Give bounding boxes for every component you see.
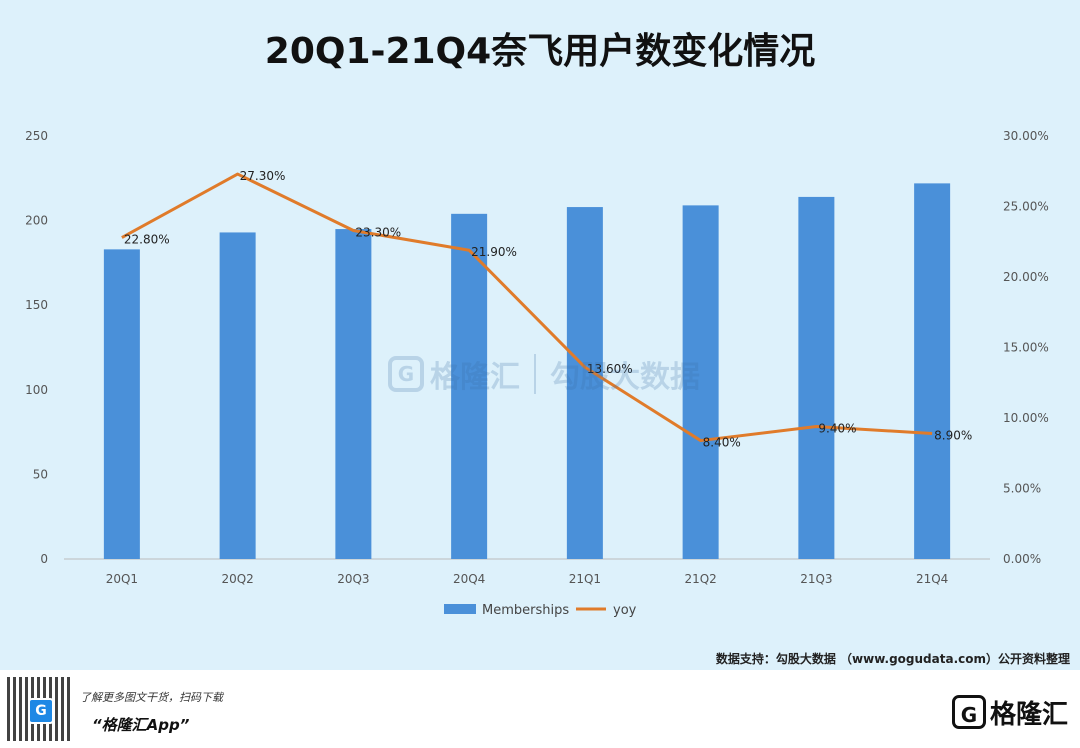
bar-20Q4 [451, 213, 488, 559]
left-axis-tick-label: 250 [25, 129, 48, 143]
legend: Memberships yoy [444, 603, 637, 618]
bar-21Q2 [682, 205, 719, 559]
right-axis-tick-label: 25.00% [1003, 200, 1049, 214]
yoy-data-label: 22.80% [124, 233, 170, 247]
x-axis-tick-label: 20Q3 [337, 572, 369, 586]
x-axis-tick-label: 20Q1 [106, 572, 138, 586]
right-axis-ticks: 0.00% 5.00% 10.00% 15.00% 20.00% 25.00% 30.00% [1003, 129, 1049, 566]
bar-20Q3 [335, 229, 372, 559]
yoy-data-label: 27.30% [240, 169, 286, 183]
watermark: G 格隆汇 勾股大数据 [388, 352, 700, 396]
right-axis-tick-label: 20.00% [1003, 270, 1049, 284]
yoy-data-label: 8.90% [934, 429, 972, 443]
yoy-data-label: 23.30% [355, 225, 401, 239]
left-axis-tick-label: 0 [40, 552, 48, 566]
bar-20Q1 [103, 249, 140, 559]
line-series-yoy [121, 172, 933, 443]
source-note: 数据支持：勾股大数据 （www.gogudata.com）公开资料整理 [715, 652, 1070, 666]
watermark-divider [534, 354, 536, 394]
line-data-labels: 22.80% 27.30% 23.30% 21.90% 13.60% 8.40% 9.40%… [124, 169, 972, 449]
x-axis-tick-label: 21Q4 [916, 572, 948, 586]
footer-logo: G 格隆汇 [951, 692, 1068, 732]
footer-bar: G 了解更多图文干货，扫码下载 “格隆汇App” G 格隆汇 [0, 670, 1080, 748]
footer-logo-icon: G [951, 695, 986, 729]
bar-21Q3 [798, 196, 835, 560]
yoy-data-label: 21.90% [471, 245, 517, 259]
right-axis-tick-label: 15.00% [1003, 341, 1049, 355]
yoy-data-label: 8.40% [703, 436, 741, 450]
left-axis-ticks: 0 50 100 150 200 250 [25, 129, 48, 566]
legend-label-yoy: yoy [613, 603, 637, 618]
x-axis-tick-label: 21Q1 [569, 572, 601, 586]
right-axis-tick-label: 10.00% [1003, 411, 1049, 425]
right-axis-tick-label: 0.00% [1003, 552, 1041, 566]
chart-canvas: 0 50 100 150 200 250 0.00% 5.00% 10.00% 15.00% 20… [25, 129, 1049, 618]
left-axis-tick-label: 50 [33, 467, 48, 481]
footer-logo-text: 格隆汇 [989, 699, 1068, 730]
qr-center-logo-icon: G [28, 698, 54, 724]
x-axis-tick-label: 20Q4 [453, 572, 485, 586]
watermark-brand: 格隆汇 [430, 360, 520, 395]
left-axis-tick-label: 200 [25, 214, 48, 228]
footer-promo-text: 了解更多图文干货，扫码下载 [80, 691, 223, 704]
yoy-data-label: 9.40% [818, 421, 856, 435]
x-axis-tick-label: 20Q2 [221, 572, 253, 586]
left-axis-tick-label: 150 [25, 298, 48, 312]
legend-label-memberships: Memberships [482, 603, 569, 618]
yoy-data-label: 13.60% [587, 362, 633, 376]
footer-app-name: “格隆汇App” [92, 716, 190, 734]
bar-21Q4 [914, 183, 951, 559]
x-axis-tick-label: 21Q2 [684, 572, 716, 586]
bar-21Q1 [566, 207, 603, 559]
bar-series-memberships [103, 183, 951, 560]
right-axis-tick-label: 30.00% [1003, 129, 1049, 143]
bar-20Q2 [219, 232, 256, 559]
left-axis-tick-label: 100 [25, 383, 48, 397]
legend-swatch-memberships [444, 604, 476, 614]
chart-title: 20Q1-21Q4奈飞用户数变化情况 [264, 31, 816, 72]
watermark-partner: 勾股大数据 [550, 360, 700, 395]
x-axis-ticks: 20Q1 20Q2 20Q3 20Q4 21Q1 21Q2 21Q3 21Q4 [106, 572, 949, 586]
x-axis-tick-label: 21Q3 [800, 572, 832, 586]
right-axis-tick-label: 5.00% [1003, 482, 1041, 496]
watermark-logo-icon: G [388, 356, 424, 392]
